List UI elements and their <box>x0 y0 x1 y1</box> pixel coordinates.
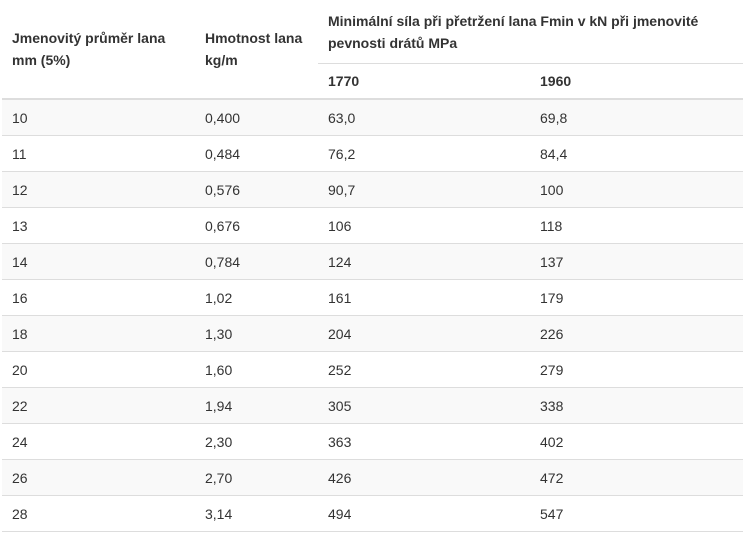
cell-diameter: 28 <box>2 495 195 532</box>
table-body: 10 0,400 63,0 69,8 11 0,484 76,2 84,4 12… <box>2 99 743 532</box>
cell-diameter: 16 <box>2 279 195 316</box>
cell-mass: 1,30 <box>195 315 318 352</box>
table-row: 16 1,02 161 179 <box>2 279 743 316</box>
cell-force-1770: 426 <box>318 459 530 496</box>
cell-mass: 0,676 <box>195 207 318 244</box>
cell-force-1960: 338 <box>530 387 743 424</box>
rope-specification-table: Jmenovitý průměr lana mm (5%) Hmotnost l… <box>2 0 743 532</box>
table-row: 18 1,30 204 226 <box>2 315 743 352</box>
cell-force-1960: 69,8 <box>530 99 743 136</box>
table-row: 28 3,14 494 547 <box>2 495 743 532</box>
cell-mass: 1,60 <box>195 351 318 388</box>
cell-diameter: 18 <box>2 315 195 352</box>
cell-diameter: 12 <box>2 171 195 208</box>
cell-force-1960: 137 <box>530 243 743 280</box>
header-force-group: Minimální síla při přetržení lana Fmin v… <box>318 0 743 64</box>
cell-force-1960: 547 <box>530 495 743 532</box>
cell-force-1770: 63,0 <box>318 99 530 136</box>
cell-diameter: 26 <box>2 459 195 496</box>
table-row: 14 0,784 124 137 <box>2 243 743 280</box>
cell-mass: 0,400 <box>195 99 318 136</box>
cell-force-1960: 279 <box>530 351 743 388</box>
cell-diameter: 20 <box>2 351 195 388</box>
header-diameter: Jmenovitý průměr lana mm (5%) <box>2 0 195 100</box>
cell-force-1960: 472 <box>530 459 743 496</box>
cell-force-1960: 402 <box>530 423 743 460</box>
cell-force-1770: 363 <box>318 423 530 460</box>
cell-force-1770: 124 <box>318 243 530 280</box>
cell-diameter: 14 <box>2 243 195 280</box>
table-row: 12 0,576 90,7 100 <box>2 171 743 208</box>
cell-diameter: 24 <box>2 423 195 460</box>
cell-force-1960: 118 <box>530 207 743 244</box>
header-strength-1770: 1770 <box>318 63 530 100</box>
cell-mass: 0,576 <box>195 171 318 208</box>
header-row-1: Jmenovitý průměr lana mm (5%) Hmotnost l… <box>2 0 743 100</box>
table-header: Jmenovitý průměr lana mm (5%) Hmotnost l… <box>2 0 743 100</box>
cell-mass: 0,484 <box>195 135 318 172</box>
cell-mass: 2,70 <box>195 459 318 496</box>
cell-force-1770: 252 <box>318 351 530 388</box>
cell-diameter: 22 <box>2 387 195 424</box>
table-row: 20 1,60 252 279 <box>2 351 743 388</box>
table-row: 11 0,484 76,2 84,4 <box>2 135 743 172</box>
header-mass: Hmotnost lana kg/m <box>195 0 318 100</box>
cell-force-1960: 84,4 <box>530 135 743 172</box>
cell-force-1770: 494 <box>318 495 530 532</box>
header-strength-1960: 1960 <box>530 63 743 100</box>
cell-force-1770: 204 <box>318 315 530 352</box>
cell-diameter: 13 <box>2 207 195 244</box>
cell-diameter: 10 <box>2 99 195 136</box>
cell-diameter: 11 <box>2 135 195 172</box>
table-row: 10 0,400 63,0 69,8 <box>2 99 743 136</box>
cell-mass: 3,14 <box>195 495 318 532</box>
cell-force-1960: 179 <box>530 279 743 316</box>
header-row-2: 1770 1960 <box>2 63 743 100</box>
cell-force-1770: 161 <box>318 279 530 316</box>
table-row: 24 2,30 363 402 <box>2 423 743 460</box>
cell-force-1770: 106 <box>318 207 530 244</box>
cell-force-1770: 76,2 <box>318 135 530 172</box>
cell-force-1770: 305 <box>318 387 530 424</box>
cell-force-1770: 90,7 <box>318 171 530 208</box>
cell-mass: 0,784 <box>195 243 318 280</box>
cell-force-1960: 226 <box>530 315 743 352</box>
table-row: 26 2,70 426 472 <box>2 459 743 496</box>
table-row: 13 0,676 106 118 <box>2 207 743 244</box>
cell-mass: 2,30 <box>195 423 318 460</box>
table-row: 22 1,94 305 338 <box>2 387 743 424</box>
cell-force-1960: 100 <box>530 171 743 208</box>
cell-mass: 1,94 <box>195 387 318 424</box>
cell-mass: 1,02 <box>195 279 318 316</box>
